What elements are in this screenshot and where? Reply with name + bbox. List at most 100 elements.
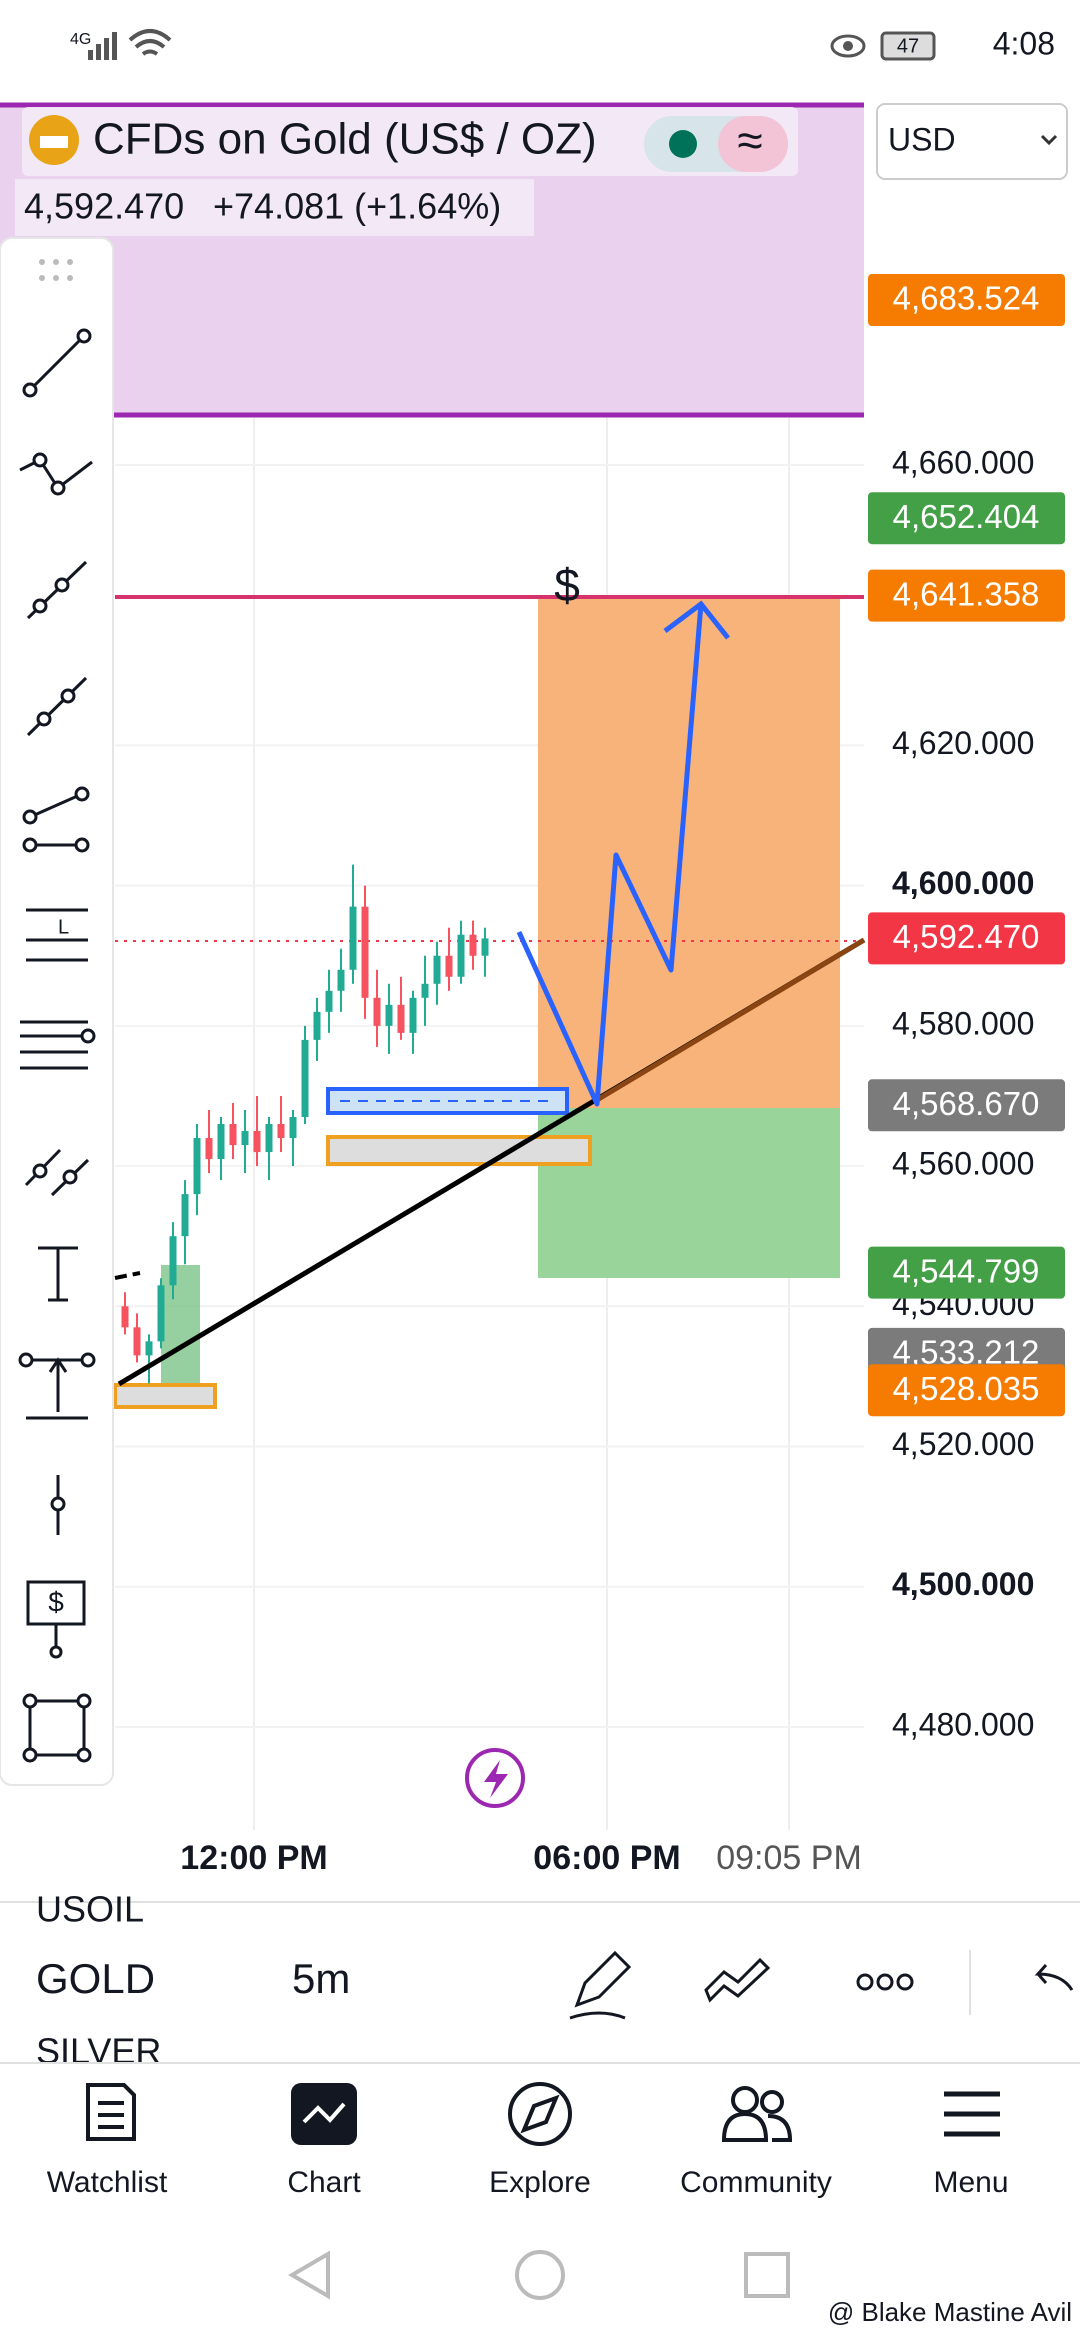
nav-label[interactable]: Menu [933, 2166, 1008, 2199]
clock: 4:08 [993, 25, 1055, 61]
parallel-lines-tool[interactable] [20, 1020, 96, 1070]
wifi-icon [128, 29, 172, 56]
candle-body [385, 1004, 393, 1026]
candle-body [265, 1124, 273, 1153]
long-position-tool[interactable]: L [26, 908, 88, 962]
candle-body [421, 983, 429, 998]
symbol-title: CFDs on Gold (US$ / OZ) [93, 115, 597, 164]
candle-body [373, 997, 381, 1026]
channel-tool[interactable] [24, 1148, 90, 1197]
candle-body [301, 1039, 309, 1118]
measure-tool[interactable] [18, 1352, 96, 1420]
community-icon[interactable] [721, 2086, 793, 2142]
nav-label[interactable]: Explore [489, 2166, 591, 2199]
price-axis: 4,660.000 4,620.000 4,600.000 4,580.000 4,56… [892, 444, 1034, 1742]
watchlist-icon[interactable] [86, 2083, 136, 2141]
candle-body [457, 934, 465, 977]
extended-line-tool[interactable] [26, 676, 88, 737]
candle-body [193, 1138, 201, 1195]
currency-select[interactable] [876, 103, 1068, 180]
candle-body [481, 938, 489, 956]
nav-label[interactable]: Chart [287, 2166, 361, 2199]
price-panel [15, 179, 534, 236]
chevron [1040, 134, 1058, 146]
rectangle-tool[interactable] [22, 1693, 92, 1763]
info-line-tool[interactable] [22, 786, 90, 853]
eye-icon [830, 34, 866, 58]
price-tag-label: 4,528.035 [893, 1370, 1040, 1407]
candle-body [121, 1306, 129, 1328]
candle-body [241, 1131, 249, 1146]
wave-icon: ≈ [737, 114, 762, 166]
orange-zone [113, 1383, 217, 1409]
y-tick-label: 4,620.000 [892, 725, 1034, 761]
y-tick-label: 4,480.000 [892, 1706, 1034, 1742]
price-label-tool[interactable]: $ [26, 1580, 86, 1659]
chart-icon-line [302, 2102, 346, 2124]
network: 4G [70, 31, 91, 48]
y-tick-label: 4,520.000 [892, 1426, 1034, 1462]
projection-arrow [516, 603, 704, 1107]
trend-line [595, 937, 866, 1103]
last-price: 4,592.470 [24, 186, 184, 227]
price-tag-label: 4,568.670 [893, 1085, 1040, 1122]
interval[interactable]: 5m [292, 1955, 350, 2002]
y-tick-label: 4,500.000 [892, 1566, 1034, 1602]
signal-icon [88, 32, 117, 60]
currency: USD [888, 121, 956, 157]
vertical-line-tool[interactable] [50, 1475, 66, 1535]
explore-icon[interactable] [508, 2082, 572, 2146]
title-panel [22, 107, 798, 176]
price-tag-label: 4,683.524 [893, 280, 1040, 317]
battery-level: 47 [897, 35, 919, 57]
price-tag [868, 1079, 1065, 1132]
price-tag-label: 4,652.404 [893, 498, 1040, 535]
candle-body [133, 1327, 141, 1356]
x-tick-label: 06:00 PM [533, 1839, 680, 1877]
battery [880, 31, 936, 61]
undo-button[interactable] [1034, 1964, 1074, 1991]
drawing-toolbar [0, 237, 114, 1786]
back-button[interactable] [288, 2250, 330, 2300]
y-tick-label: 4,560.000 [892, 1146, 1034, 1182]
candle-body [433, 955, 441, 984]
price-tag [868, 912, 1065, 965]
candle-body [409, 997, 417, 1033]
home-button[interactable] [515, 2250, 565, 2300]
symbol-option[interactable]: SILVER [36, 2031, 161, 2072]
status-pill [718, 116, 788, 172]
candle-body [157, 1285, 165, 1342]
svg-text:$: $ [48, 1586, 64, 1617]
candle-body [217, 1124, 225, 1160]
text-tool[interactable] [38, 1246, 78, 1302]
annotation: $ [554, 559, 580, 611]
draw-button[interactable] [569, 1950, 632, 2020]
dashed-line [114, 1271, 141, 1280]
price-tag [868, 569, 1065, 622]
svg-text:L: L [58, 916, 69, 938]
candle-body [349, 906, 357, 970]
trend-line-tool[interactable] [22, 328, 92, 398]
recents-button[interactable] [744, 2252, 790, 2298]
candle-body [337, 969, 345, 991]
price-tag [868, 1364, 1065, 1417]
symbol-current[interactable]: GOLD [36, 1955, 155, 2002]
more-button[interactable] [856, 1973, 914, 1991]
path-tool[interactable] [19, 452, 93, 496]
bottom-nav: Watchlist Chart Explore Community Menu [47, 2166, 1009, 2199]
price-tags: 4,683.524 4,652.404 4,641.358 4,592.470 4,56… [868, 274, 1065, 1417]
candle-body [253, 1131, 261, 1153]
price-tag-label: 4,641.358 [893, 575, 1040, 612]
candle-body [145, 1341, 153, 1356]
menu-icon[interactable] [944, 2091, 1000, 2137]
candle-body [205, 1138, 213, 1160]
candle-body [361, 906, 369, 998]
indicator-button[interactable] [704, 1957, 771, 2003]
candle-body [469, 934, 477, 956]
nav-label[interactable]: Watchlist [47, 2166, 168, 2199]
candle-body [313, 1011, 321, 1040]
nav-label[interactable]: Community [680, 2166, 832, 2199]
symbol-option[interactable]: USOIL [36, 1889, 144, 1930]
ray-tool[interactable] [26, 560, 88, 620]
